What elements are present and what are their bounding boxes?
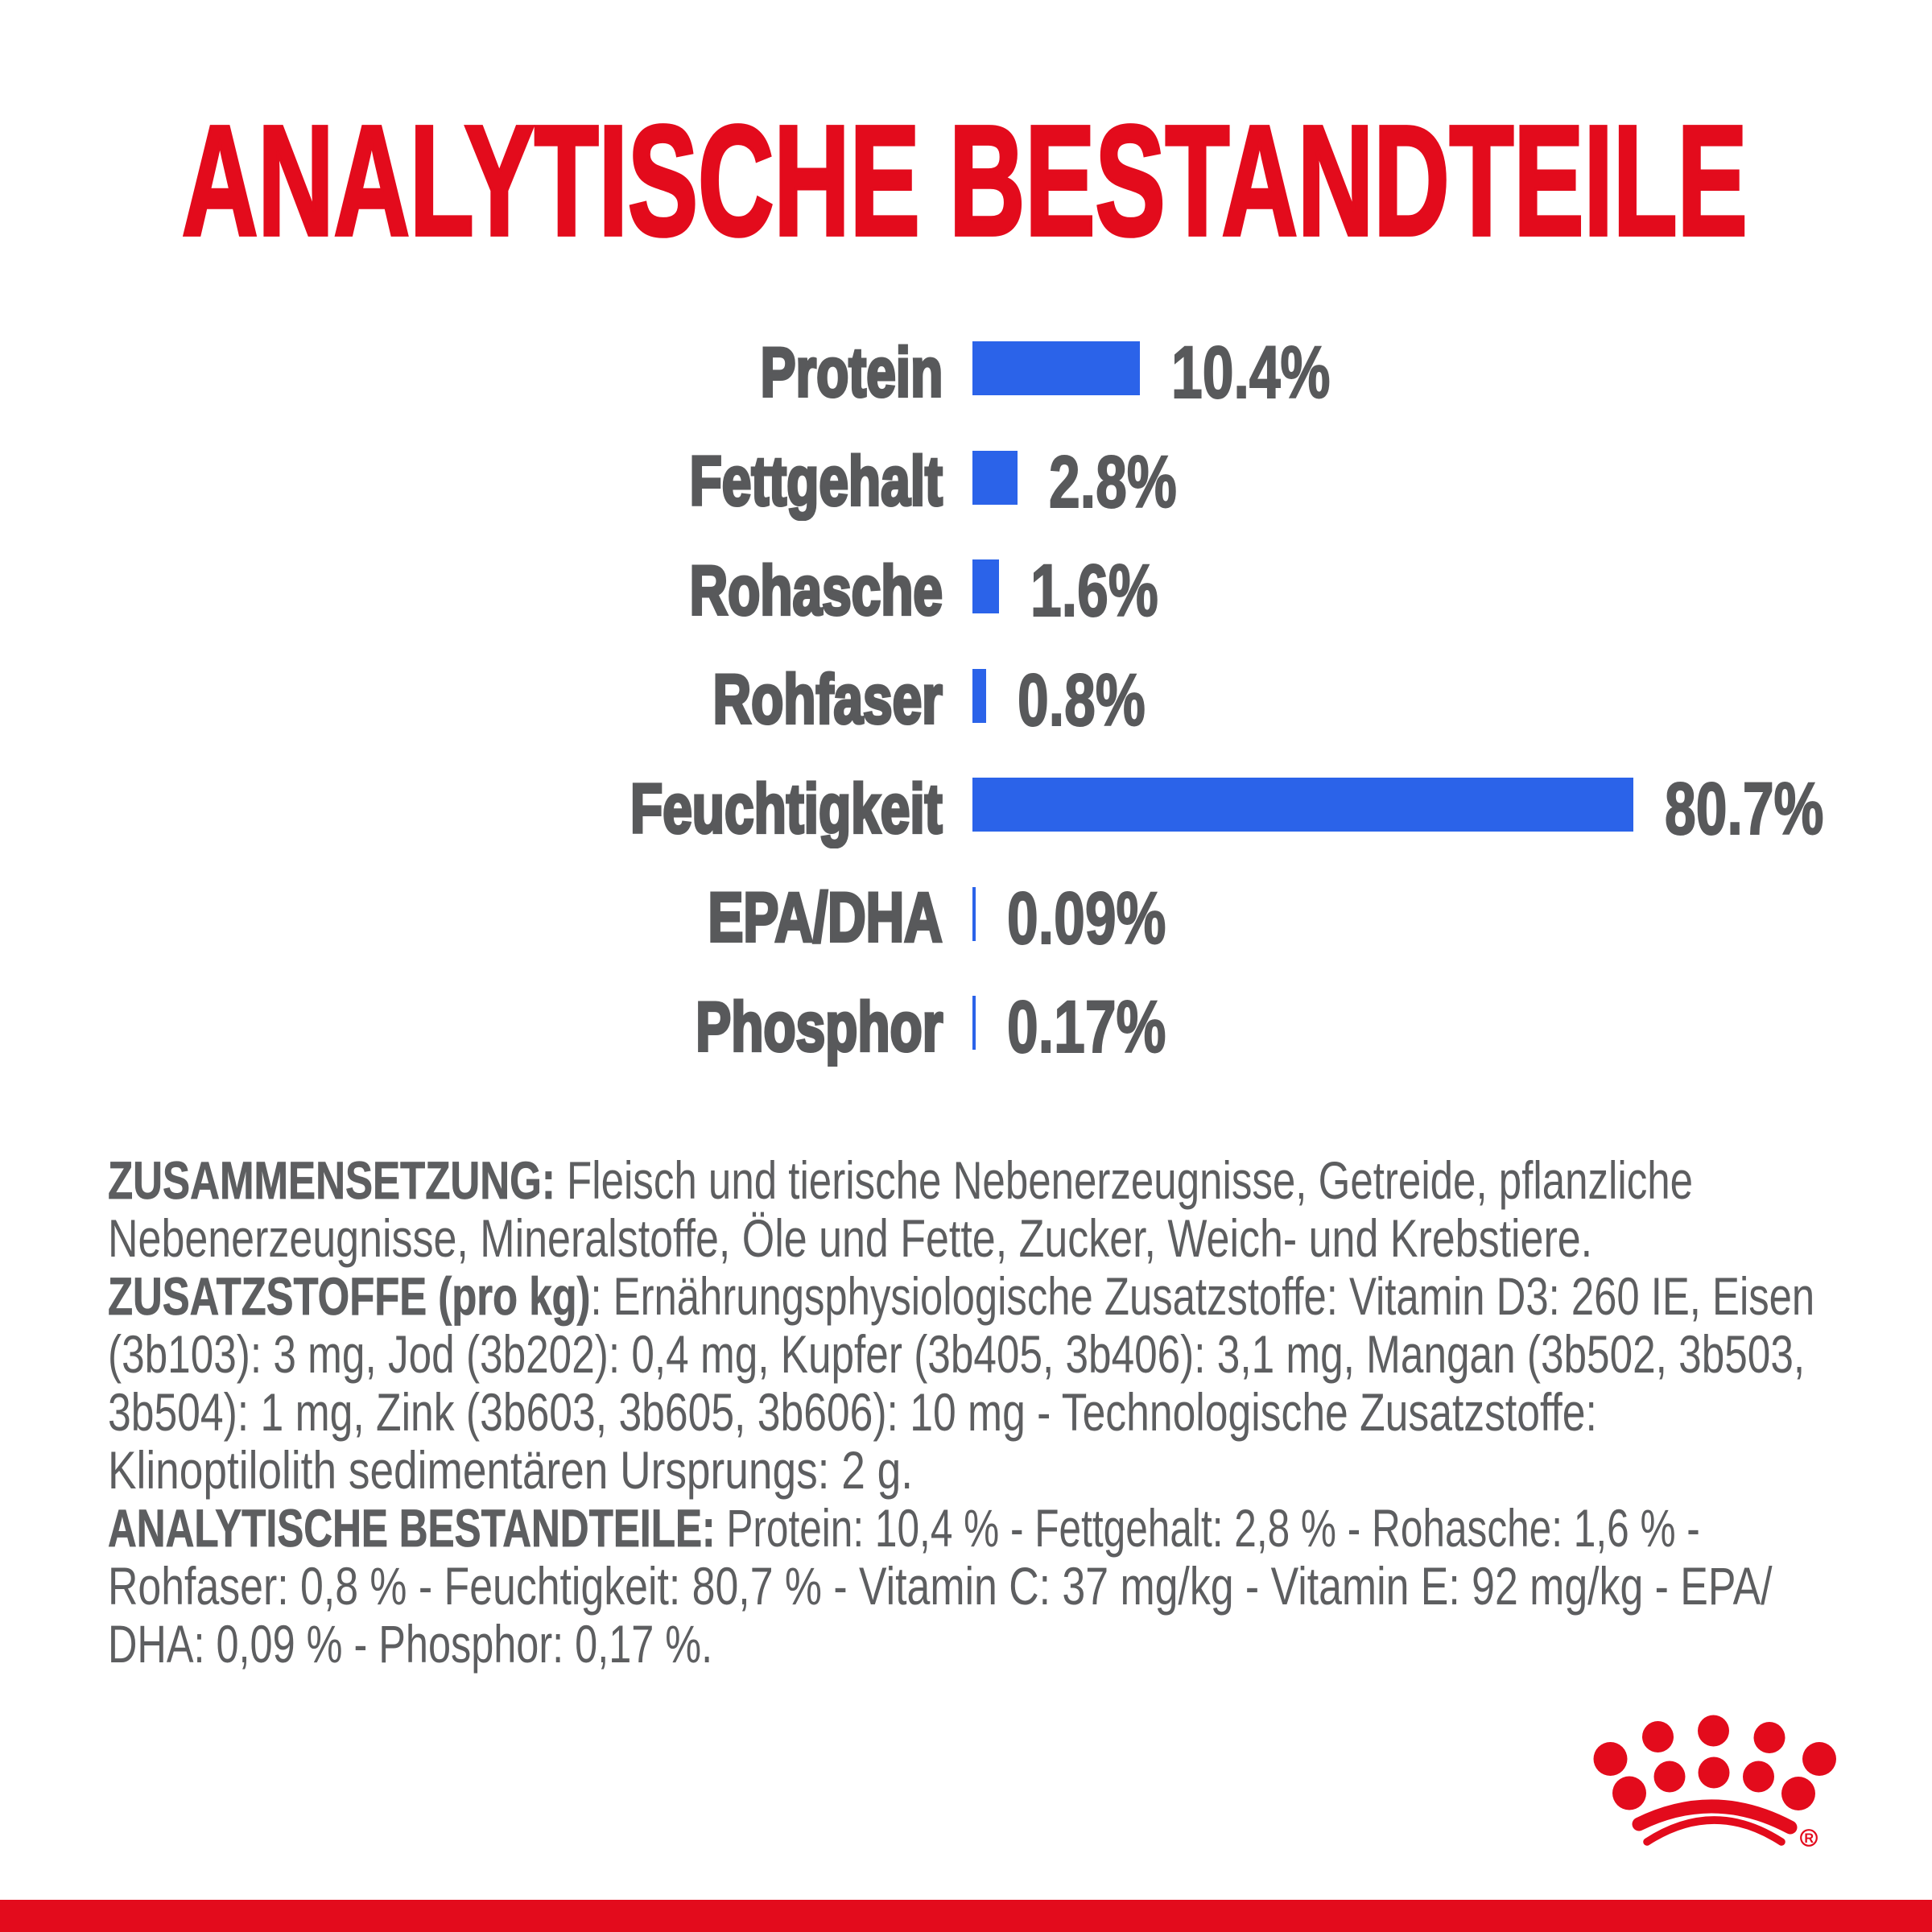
svg-text:R: R [1804, 1831, 1814, 1846]
